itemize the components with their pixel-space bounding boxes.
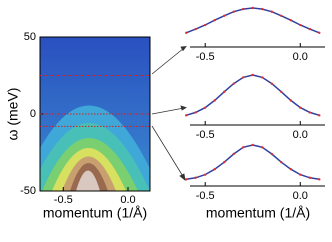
x-tick-label: 0.0 — [120, 194, 135, 206]
data-point — [289, 99, 292, 102]
data-point — [270, 152, 273, 156]
x-tick-label: 0.0 — [293, 129, 308, 141]
data-point — [232, 152, 235, 156]
x-tick-label: 0.0 — [293, 51, 308, 63]
data-point — [223, 90, 226, 94]
x-axis-label: momentum (1/Å) — [206, 205, 310, 221]
y-tick-label: 50 — [24, 31, 36, 43]
data-point — [299, 23, 302, 27]
data-point — [308, 176, 311, 179]
fit-line — [185, 74, 320, 117]
data-point — [194, 111, 197, 114]
data-point — [204, 173, 207, 176]
data-point — [242, 7, 245, 11]
data-point — [213, 99, 216, 102]
data-point — [184, 114, 188, 117]
data-point — [204, 106, 207, 109]
data-point — [280, 160, 283, 164]
fit-line — [185, 7, 320, 34]
data-point — [261, 76, 264, 79]
data-point — [318, 114, 321, 117]
heatmap — [40, 37, 150, 191]
data-point — [318, 178, 321, 181]
x-axis-label: momentum (1/Å) — [43, 205, 147, 221]
data-point — [232, 10, 235, 13]
x-tick-label: -0.5 — [196, 129, 215, 141]
data-point — [261, 146, 264, 149]
data-point — [289, 167, 292, 171]
data-point — [270, 82, 273, 85]
data-point — [299, 173, 302, 176]
data-point — [261, 7, 264, 11]
data-point — [280, 90, 283, 94]
data-point — [280, 14, 283, 17]
y-tick-label: -50 — [20, 185, 36, 197]
data-point — [308, 27, 311, 31]
data-point — [194, 176, 197, 179]
data-point — [213, 167, 216, 171]
data-point — [242, 76, 245, 79]
data-point — [289, 19, 292, 22]
x-tick-label: 0.0 — [293, 190, 308, 202]
data-point — [318, 31, 321, 34]
data-point — [251, 143, 254, 147]
y-axis-label: ω (meV) — [5, 88, 21, 141]
y-tick-label: 0 — [30, 108, 36, 120]
data-point — [223, 160, 226, 164]
data-point — [184, 31, 188, 34]
data-point — [184, 178, 188, 181]
data-point — [194, 27, 197, 31]
data-point — [270, 10, 273, 13]
data-point — [242, 146, 245, 149]
data-point — [213, 19, 216, 22]
x-tick-label: -0.5 — [196, 51, 215, 63]
data-point — [308, 111, 311, 114]
data-point — [251, 6, 254, 10]
data-point — [251, 73, 254, 77]
data-point — [223, 14, 226, 17]
data-point — [204, 23, 207, 27]
data-point — [232, 82, 235, 85]
x-tick-label: -0.5 — [196, 190, 215, 202]
x-tick-label: -0.5 — [54, 194, 73, 206]
data-point — [299, 106, 302, 109]
